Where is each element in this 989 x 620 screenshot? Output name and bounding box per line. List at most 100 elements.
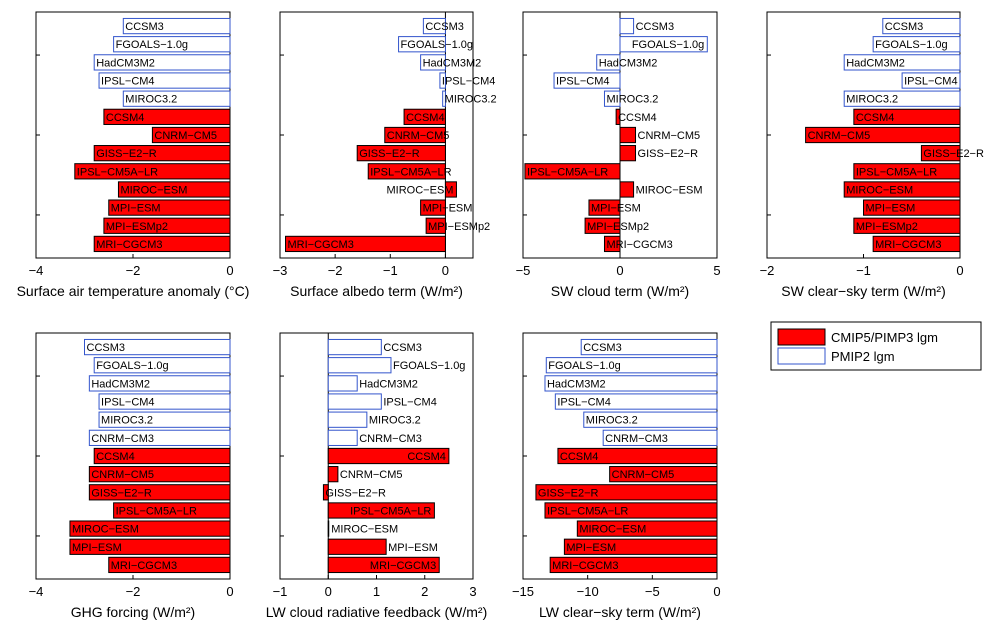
bar-pmip2 [98,411,231,428]
bar-label: MIROC−ESM [120,184,187,196]
bar-label: MPI−ESMp2 [587,221,649,233]
bar-pmip2 [619,17,635,35]
bar-label: HadCM3M2 [599,57,658,69]
bar-label: CCSM3 [885,21,924,33]
bar-label: MIROC3.2 [445,94,497,106]
x-tick-label: 1 [373,584,380,599]
bar-label: GISS−E2−R [538,487,599,499]
bar-label: FGOALS−1.0g [632,39,704,51]
bar-cmip5 [615,108,621,125]
bar-label: IPSL−CM4 [101,397,155,409]
bar-cmip5 [403,108,446,125]
bar-cmip5 [74,163,231,180]
bar-cmip5 [327,447,450,465]
bar-label: CCSM3 [383,342,422,354]
bar-cmip5 [93,235,231,253]
bar-label: IPSL−CM4 [383,397,437,409]
bar-pmip2 [398,36,446,53]
bar-cmip5 [843,181,961,198]
bar-label: FGOALS−1.0g [116,39,188,51]
x-tick-label: 0 [442,263,449,278]
panel-1: −4 −2 0 CCSM3 FGOALS−1.0g HadCM3M2 IPSL−CM4 MIR… [17,11,250,299]
x-axis-label: SW cloud term (W/m²) [551,283,689,299]
bar-pmip2 [420,54,446,71]
bar-label: CNRM−CM5 [91,469,154,481]
bar-cmip5 [108,199,231,216]
bar-cmip5 [805,126,961,144]
bar-label: IPSL−CM5A−LR [527,166,608,178]
x-tick-label: −2 [126,263,141,278]
bar-cmip5 [863,199,961,216]
bar-cmip5 [619,145,637,162]
bar-label: GISS−E2−R [923,148,984,160]
x-tick-label: −2 [126,584,141,599]
bar-label: GISS−E2−R [91,487,152,499]
bar-label: MPI−ESM [388,542,438,554]
bar-cmip5 [535,484,718,501]
bar-label: CNRM−CM5 [638,130,701,142]
bar-cmip5 [69,538,231,555]
x-tick-label: 2 [421,584,428,599]
bar-label: HadCM3M2 [423,57,482,69]
panel-5: −4 −2 0 CCSM3 FGOALS−1.0g HadCM3M2 IPSL−CM4 MIR… [29,332,234,620]
bar-label: IPSL−CM5A−LR [116,505,197,517]
bar-label: HadCM3M2 [359,378,418,390]
bar-pmip2 [545,357,718,374]
bar-label: MPI−ESM [566,542,616,554]
bar-cmip5 [88,466,231,483]
bar-cmip5 [108,556,231,574]
bar-label: FGOALS−1.0g [96,360,168,372]
x-axis-label: Surface air temperature anomaly (°C) [17,283,250,299]
bar-pmip2 [422,17,446,35]
legend-swatch-cmip5 [777,328,826,346]
bar-label: CCSM3 [425,21,464,33]
x-tick-label: 0 [616,263,623,278]
bar-cmip5 [151,126,231,144]
bar-label: CNRM−CM3 [91,433,154,445]
bar-pmip2 [84,338,231,356]
bar-label: MRI−CGCM3 [288,239,354,251]
bar-pmip2 [583,411,718,428]
x-axis-label: SW clear−sky term (W/m²) [781,283,946,299]
bar-label: CNRM−CM5 [340,469,403,481]
legend-swatch-pmip2 [777,347,826,365]
x-tick-label: −5 [645,584,660,599]
x-tick-label: 3 [469,584,476,599]
panel-7: −15 −10 −5 0 CCSM3 FGOALS−1.0g HadCM3M2 IPSL−CM… [512,332,721,620]
bar-label: MIROC−ESM [846,184,913,196]
bar-label: CNRM−CM5 [612,469,675,481]
bar-label: MIROC−ESM [579,524,646,536]
bar-label: HadCM3M2 [547,378,606,390]
x-tick-label: −3 [273,263,288,278]
bar-label: MIROC3.2 [101,415,153,427]
bar-label: CNRM−CM5 [808,130,871,142]
bar-label: FGOALS−1.0g [393,360,465,372]
bar-cmip5 [576,520,718,537]
bar-label: GISS−E2−R [638,148,699,160]
bar-cmip5 [619,181,635,198]
x-tick-label: −10 [577,584,599,599]
x-tick-label: −4 [29,584,44,599]
bar-cmip5 [69,520,231,537]
bar-label: CCSM4 [407,451,446,463]
legend-label-pmip2: PMIP2 lgm [831,349,895,364]
bar-pmip2 [88,429,231,446]
legend: CMIP5/PIMP3 lgm PMIP2 lgm [770,321,982,371]
bar-cmip5 [920,145,961,162]
bar-label: CCSM3 [125,21,164,33]
bar-cmip5 [384,126,446,144]
bar-pmip2 [603,90,621,107]
bar-pmip2 [327,393,382,410]
x-tick-label: −15 [512,584,534,599]
bar-label: CNRM−CM3 [605,433,668,445]
bar-pmip2 [882,17,961,35]
bar-pmip2 [442,90,446,107]
x-tick-label: −1 [273,584,288,599]
bar-pmip2 [88,375,231,392]
bar-cmip5 [853,108,961,125]
bar-pmip2 [122,90,231,107]
legend-label-cmip5: CMIP5/PIMP3 lgm [831,330,938,345]
panel-3: −5 0 5 CCSM3 FGOALS−1.0g HadCM3M2 IPSL−CM4 MIRO… [516,11,721,299]
panel-4: −2 −1 0 CCSM3 FGOALS−1.0g HadCM3M2 IPSL−CM4 MIR… [760,11,984,299]
